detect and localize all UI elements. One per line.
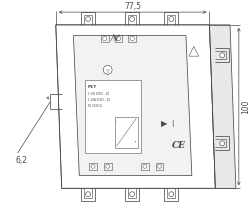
Circle shape bbox=[158, 164, 162, 168]
Circle shape bbox=[130, 16, 134, 21]
Text: 1 kW 0(45)...20: 1 kW 0(45)...20 bbox=[88, 92, 109, 96]
Bar bbox=[114, 117, 138, 148]
Polygon shape bbox=[210, 25, 236, 188]
Bar bbox=[141, 163, 149, 170]
Text: +: + bbox=[134, 140, 136, 144]
Circle shape bbox=[86, 192, 90, 197]
Circle shape bbox=[86, 16, 90, 21]
Circle shape bbox=[169, 16, 174, 21]
Bar bbox=[85, 80, 141, 153]
Text: ▶: ▶ bbox=[161, 119, 168, 128]
Text: -: - bbox=[116, 120, 117, 124]
Circle shape bbox=[220, 141, 225, 146]
Text: 1 kVA 0(45)...20: 1 kVA 0(45)...20 bbox=[88, 98, 110, 102]
Text: CE: CE bbox=[172, 141, 186, 150]
Bar bbox=[114, 35, 122, 43]
Text: P1T: P1T bbox=[88, 85, 97, 89]
Circle shape bbox=[169, 192, 174, 197]
Bar bbox=[128, 35, 136, 43]
Bar bbox=[101, 35, 109, 43]
Circle shape bbox=[102, 36, 107, 41]
Circle shape bbox=[91, 164, 95, 168]
Circle shape bbox=[106, 164, 110, 168]
Circle shape bbox=[143, 164, 147, 168]
Bar bbox=[156, 163, 164, 170]
Polygon shape bbox=[74, 36, 192, 176]
Polygon shape bbox=[56, 25, 215, 188]
Text: |: | bbox=[171, 120, 173, 127]
Polygon shape bbox=[74, 36, 192, 176]
Text: RL 5000 Ω: RL 5000 Ω bbox=[88, 104, 102, 108]
Text: 77,5: 77,5 bbox=[124, 2, 141, 11]
Circle shape bbox=[130, 192, 134, 197]
Circle shape bbox=[130, 36, 134, 41]
Bar bbox=[89, 163, 97, 170]
Text: 6,2: 6,2 bbox=[16, 156, 28, 165]
Circle shape bbox=[220, 53, 225, 58]
Text: 100: 100 bbox=[241, 99, 250, 114]
Circle shape bbox=[103, 66, 112, 74]
Bar bbox=[104, 163, 112, 170]
Circle shape bbox=[116, 36, 120, 41]
